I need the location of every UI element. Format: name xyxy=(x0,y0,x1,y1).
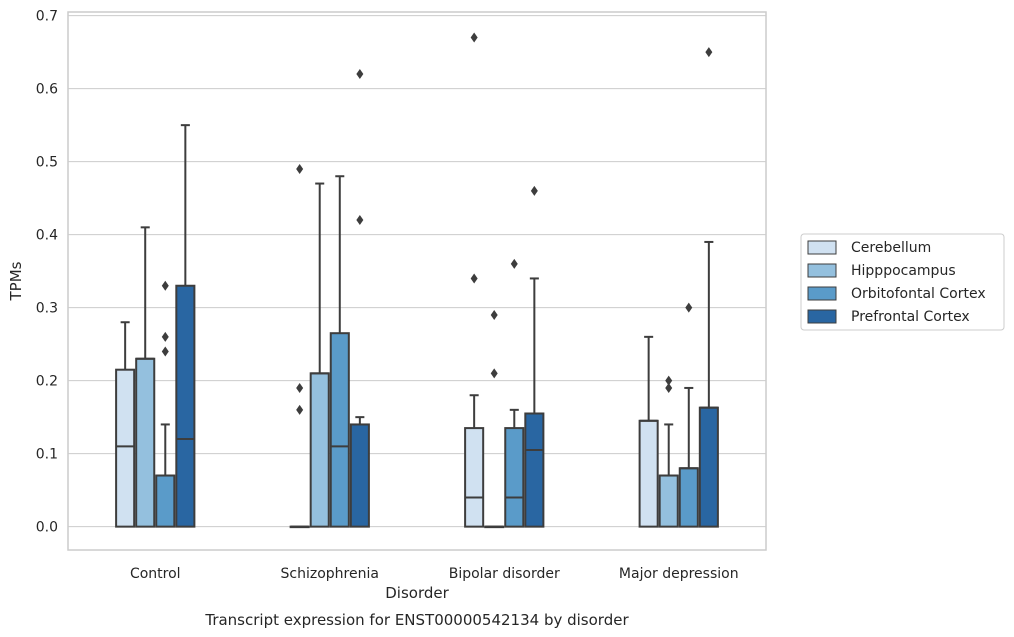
box-hipppocampus-bipolar-disorder xyxy=(484,309,505,529)
box-body xyxy=(464,427,485,528)
x-tick-label: Bipolar disorder xyxy=(449,566,560,582)
box-prefrontal-cortex-major-depression xyxy=(698,47,719,528)
outlier-point xyxy=(161,280,169,291)
y-tick-label: 0.0 xyxy=(36,520,58,536)
plot-background xyxy=(68,12,766,550)
legend-swatch xyxy=(807,286,837,301)
box-prefrontal-cortex-schizophrenia xyxy=(349,69,370,528)
box-cerebellum-major-depression xyxy=(638,335,659,528)
box-body xyxy=(155,474,176,528)
y-tick-label: 0.6 xyxy=(36,82,58,98)
y-tick-label: 0.1 xyxy=(36,447,58,463)
box-body xyxy=(309,372,330,528)
box-body xyxy=(504,427,525,528)
legend-swatch xyxy=(807,309,837,324)
box-orbitofontal-cortex-control xyxy=(155,280,176,528)
outlier-point xyxy=(530,185,538,196)
legend: Cerebellum Hipppocampus Orbitofontal Corte… xyxy=(800,233,1005,331)
box-orbitofontal-cortex-bipolar-disorder xyxy=(504,258,525,528)
legend-frame xyxy=(800,233,1005,331)
chart-caption: Transcript expression for ENST0000054213… xyxy=(204,611,629,629)
legend-swatch xyxy=(807,263,837,278)
box-orbitofontal-cortex-schizophrenia xyxy=(329,175,350,528)
outlier-point xyxy=(705,47,713,58)
y-tick-label: 0.2 xyxy=(36,374,58,390)
outlier-point xyxy=(665,382,673,393)
y-tick-label: 0.3 xyxy=(36,301,58,317)
box-hipppocampus-schizophrenia xyxy=(309,182,330,528)
box-cerebellum-control xyxy=(115,321,136,528)
legend-entry-label: Hipppocampus xyxy=(851,263,956,279)
box-hipppocampus-major-depression xyxy=(658,375,679,528)
outlier-point xyxy=(470,273,478,284)
box-body xyxy=(678,467,699,528)
box-body xyxy=(115,368,136,528)
box-body xyxy=(135,357,156,528)
x-axis-label: Disorder xyxy=(385,584,449,602)
box-body xyxy=(638,419,659,528)
x-tick-label: Schizophrenia xyxy=(281,566,379,582)
legend-entry-label: Orbitofontal Cortex xyxy=(851,286,986,302)
outlier-point xyxy=(296,163,304,174)
box-cerebellum-bipolar-disorder xyxy=(464,32,485,528)
outlier-point xyxy=(296,404,304,415)
legend-entry-label: Prefrontal Cortex xyxy=(851,309,970,325)
x-tick-label: Control xyxy=(130,566,181,582)
x-tick-labels: Control Schizophrenia Bipolar disorder Majo… xyxy=(130,566,739,582)
box-body xyxy=(349,423,370,528)
outlier-point xyxy=(685,302,693,313)
box-prefrontal-cortex-control xyxy=(175,124,196,528)
plot-frame xyxy=(67,11,767,551)
y-axis-label: TPMs xyxy=(7,261,25,301)
outlier-point xyxy=(356,215,364,226)
y-tick-label: 0.5 xyxy=(36,155,58,171)
box-body xyxy=(175,284,196,528)
box-hipppocampus-control xyxy=(135,226,156,528)
outlier-point xyxy=(161,346,169,357)
y-tick-labels: 0.0 0.1 0.2 0.3 0.4 0.5 0.6 0.7 xyxy=(36,9,58,536)
outlier-point xyxy=(490,309,498,320)
outlier-point xyxy=(490,368,498,379)
outlier-point xyxy=(161,331,169,342)
box-body xyxy=(524,412,545,528)
legend-entry-label: Cerebellum xyxy=(851,240,931,256)
box-body xyxy=(698,406,719,528)
outlier-point xyxy=(470,32,478,43)
legend-swatch xyxy=(807,240,837,255)
box-cerebellum-schizophrenia xyxy=(289,163,310,529)
outlier-point xyxy=(296,382,304,393)
outlier-point xyxy=(510,258,518,269)
box-orbitofontal-cortex-major-depression xyxy=(678,302,699,528)
box-prefrontal-cortex-bipolar-disorder xyxy=(524,185,545,528)
y-tick-label: 0.7 xyxy=(36,9,58,25)
box-body xyxy=(329,332,350,528)
y-tick-label: 0.4 xyxy=(36,228,58,244)
outlier-point xyxy=(356,69,364,80)
box-series xyxy=(115,32,719,529)
outlier-point xyxy=(665,375,673,386)
x-tick-label: Major depression xyxy=(619,566,739,582)
box-body xyxy=(658,474,679,528)
